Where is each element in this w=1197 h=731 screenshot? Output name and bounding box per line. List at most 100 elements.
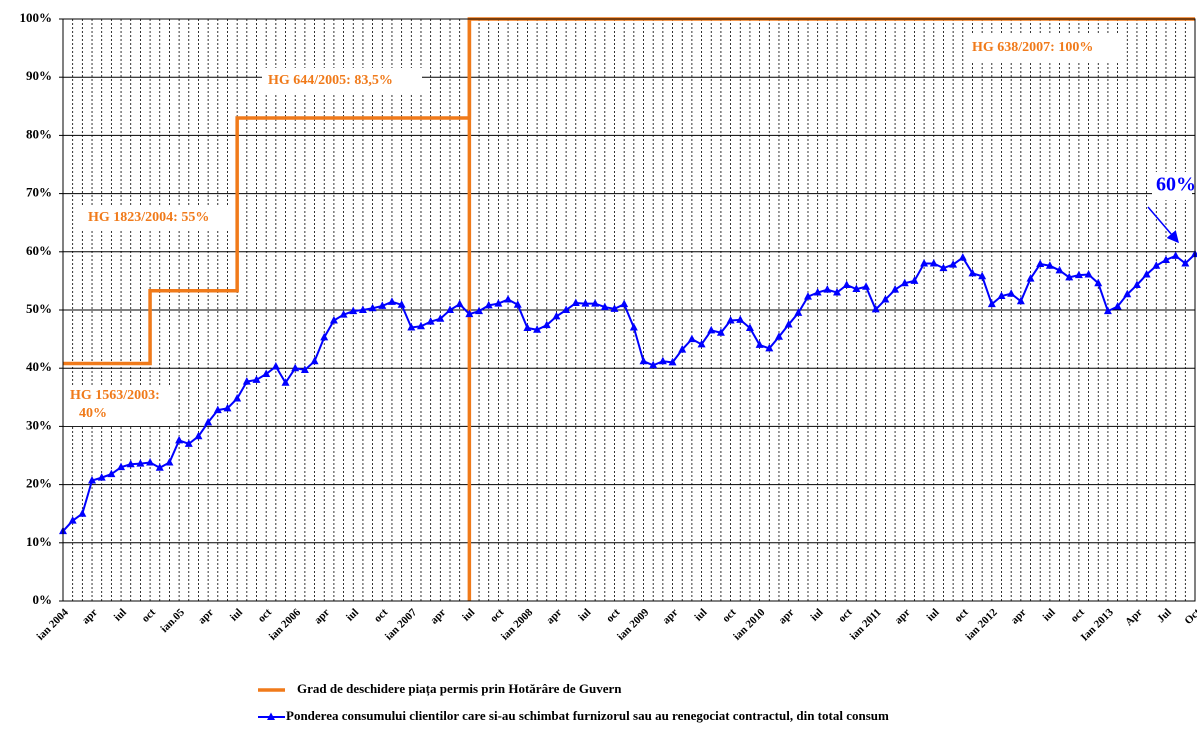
x-tick-label: apr [660,606,680,626]
point [407,322,416,331]
point [629,322,638,331]
point [610,304,619,312]
point [455,299,464,308]
x-tick-label: iul [228,606,245,623]
point [958,253,967,261]
point [242,377,251,385]
x-tick-label: Jul [1155,606,1174,625]
x-tick-label: iul [576,606,593,623]
plot-border [62,18,1196,602]
x-tick-label: ian 2010 [731,606,768,643]
point [320,332,329,341]
x-tick-label: oct [488,606,507,625]
point [978,271,987,280]
point [368,303,377,312]
point [910,276,919,284]
point [1065,272,1074,281]
x-tick-label: apr [544,606,564,626]
point [842,280,851,288]
y-tick-label: 90% [26,68,52,83]
x-tick-label: iul [1041,606,1058,623]
point [668,357,677,366]
point [107,469,116,478]
annotation-bg [64,386,176,426]
x-tick-label: iul [344,606,361,623]
x-tick-label: iul [692,606,709,623]
point [523,323,532,332]
point [78,509,87,517]
x-tick-label: iul [808,606,825,623]
point [803,292,812,300]
y-tick-label: 70% [26,185,52,200]
point [117,462,126,471]
annotation-bg [1152,172,1192,200]
point [378,301,387,309]
x-tick-label: iul [112,606,129,623]
y-tick-label: 0% [33,592,53,607]
point [271,361,280,370]
point [1016,296,1025,305]
point [1161,255,1170,263]
point [774,332,783,340]
point [504,295,513,303]
point [1191,249,1197,258]
point [329,315,338,324]
legend-label: Grad de deschidere piața permis prin Hot… [297,681,622,697]
point [1132,280,1141,288]
point [1123,289,1132,298]
point [349,306,358,315]
grid: 0% 10% 20% 30% 40% 50% 60% 70% 80% 90% 100% ian 200… [20,10,1197,644]
annotation: 40% [79,406,107,421]
x-tick-label: ian 2008 [499,606,536,643]
point [281,378,290,386]
point [658,356,667,365]
x-tick-label: ian 2011 [848,606,884,642]
x-tick-label: oct [372,606,391,625]
point [581,299,590,307]
point [446,305,455,313]
point [1094,278,1103,287]
y-tick-label: 10% [26,534,52,549]
point [387,297,396,305]
point [833,288,842,296]
annotation: HG 1823/2004: 55% [88,210,209,225]
y-tick-label: 20% [26,476,52,491]
point [262,369,271,378]
point [223,403,232,412]
point [88,476,97,484]
point [397,300,406,308]
series-line [63,17,1195,366]
point [649,360,658,369]
x-tick-label: apr [196,606,216,626]
annotation: HG 644/2005: 83,5% [268,73,393,88]
y-tick-label: 50% [26,301,52,316]
point [475,306,484,315]
x-tick-label: apr [893,606,913,626]
x-tick-label: iul [925,606,942,623]
point [891,285,900,293]
point [639,356,648,365]
x-tick-label: oct [604,606,623,625]
point [687,334,696,343]
x-tick-label: oct [140,606,159,625]
annotation-bg [966,35,1118,61]
point [1084,269,1093,278]
point [852,284,861,293]
point [862,282,871,290]
x-tick-label: Oct [1182,606,1197,627]
point [823,285,832,293]
point [939,263,948,272]
point [813,288,822,296]
point [1181,258,1190,267]
point [1036,259,1045,268]
point [600,302,609,311]
x-tick-label: Apr [1123,606,1145,628]
point [213,405,222,414]
point [155,463,164,471]
x-tick-label: oct [1068,606,1087,625]
point [929,258,938,267]
point [1103,306,1112,315]
point [194,431,203,440]
point [436,314,445,322]
